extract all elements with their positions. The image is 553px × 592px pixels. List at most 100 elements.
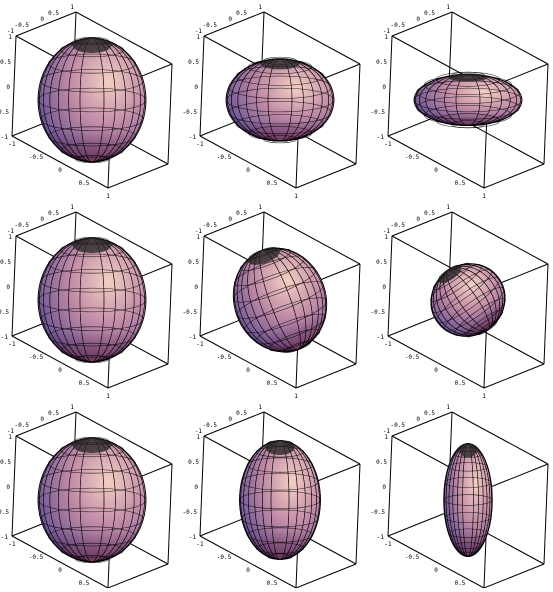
z-tick-label: 1 — [8, 234, 12, 241]
box-edge — [483, 363, 545, 389]
box-edge — [167, 463, 173, 565]
box-edge — [483, 163, 545, 189]
x-tick-label: -1 — [196, 341, 204, 348]
x-tick-label: -0.5 — [29, 154, 44, 161]
x-tick-label: 0 — [246, 567, 250, 574]
box-edge — [387, 511, 449, 537]
y-tick-label: -0.5 — [391, 422, 406, 429]
z-tick-label: 0 — [194, 84, 198, 91]
z-tick-label: -0.5 — [183, 509, 198, 516]
z-tick-label: 0.5 — [188, 459, 199, 466]
box-edge — [11, 135, 109, 189]
x-tick-label: 1 — [482, 393, 486, 400]
y-tick-label: -1 — [7, 28, 15, 35]
z-tick-label: -1 — [377, 534, 385, 541]
x-tick-label: 0.5 — [79, 180, 90, 187]
box-edge — [203, 11, 265, 37]
z-tick-label: -0.5 — [183, 309, 198, 316]
y-tick-label: 0 — [416, 216, 420, 223]
y-tick-label: -0.5 — [15, 222, 30, 229]
box-edge — [387, 335, 485, 389]
box-edge — [15, 411, 77, 437]
x-tick-label: -0.5 — [217, 554, 232, 561]
x-tick-label: -0.5 — [405, 354, 420, 361]
box-edge — [487, 463, 549, 489]
y-tick-label: -0.5 — [203, 22, 218, 29]
z-tick-label: 0.5 — [0, 59, 11, 66]
z-tick-label: -0.5 — [0, 309, 9, 316]
z-tick-label: 0 — [382, 84, 386, 91]
z-tick-label: -0.5 — [183, 109, 198, 116]
z-tick-label: -1 — [189, 134, 197, 141]
panel-r1-c2: 10.50-0.5-1-1-0.500.51-1-0.500.51 — [183, 4, 361, 200]
z-tick-label: -1 — [1, 334, 9, 341]
box-edge — [15, 11, 77, 37]
y-tick-label: -0.5 — [203, 422, 218, 429]
ellipsoid-shadow — [38, 438, 146, 562]
ellipsoid-surface — [239, 440, 321, 560]
y-tick-label: 0.5 — [424, 210, 435, 217]
y-tick-label: 0.5 — [236, 10, 247, 17]
y-tick-label: -1 — [383, 228, 391, 235]
box-edge — [387, 135, 485, 189]
z-tick-label: 0 — [6, 484, 10, 491]
pole-cap — [265, 440, 295, 455]
x-tick-label: 1 — [482, 193, 486, 200]
panel-r3-c1: 10.50-0.5-1-1-0.500.51-1-0.500.51 — [0, 404, 173, 589]
pole-cap — [72, 237, 112, 253]
pole-cap — [72, 437, 112, 453]
box-edge — [11, 535, 109, 589]
x-tick-label: 0.5 — [455, 180, 466, 187]
x-tick-label: 0.5 — [455, 580, 466, 587]
box-edge — [199, 335, 297, 389]
box-edge — [75, 11, 173, 65]
ellipsoid-surface — [37, 237, 147, 363]
z-tick-label: 0.5 — [376, 259, 387, 266]
x-tick-label: 1 — [294, 193, 298, 200]
box-edge — [391, 211, 453, 237]
z-tick-label: -0.5 — [371, 509, 386, 516]
x-tick-label: 0 — [58, 367, 62, 374]
z-tick-label: 0.5 — [0, 259, 11, 266]
box-edge — [11, 235, 17, 337]
y-tick-label: 0.5 — [424, 10, 435, 17]
z-tick-label: 0.5 — [188, 259, 199, 266]
ellipsoid-surface — [232, 246, 328, 354]
x-tick-label: -1 — [8, 141, 16, 148]
z-tick-label: 1 — [196, 234, 200, 241]
y-tick-label: 0 — [228, 216, 232, 223]
box-edge — [387, 235, 393, 337]
box-edge — [355, 263, 361, 365]
z-tick-label: -1 — [1, 134, 9, 141]
pole-cap — [459, 443, 477, 458]
y-tick-label: 0 — [228, 16, 232, 23]
y-tick-label: -1 — [7, 228, 15, 235]
x-tick-label: -1 — [196, 541, 204, 548]
z-tick-label: -1 — [189, 334, 197, 341]
box-edge — [11, 35, 17, 137]
ellipsoid-shadow — [430, 263, 506, 337]
x-tick-label: -0.5 — [405, 554, 420, 561]
x-tick-label: -1 — [8, 541, 16, 548]
z-tick-label: -0.5 — [0, 109, 9, 116]
y-tick-label: 0 — [416, 16, 420, 23]
x-tick-label: 0 — [58, 567, 62, 574]
ellipsoid-shadow — [233, 248, 327, 352]
panel-r3-c3: 10.50-0.5-1-1-0.500.51-1-0.500.51 — [371, 404, 549, 589]
box-edge — [355, 63, 361, 165]
y-tick-label: -1 — [383, 428, 391, 435]
box-edge — [167, 263, 173, 365]
z-tick-label: -1 — [1, 534, 9, 541]
box-edge — [75, 411, 173, 465]
box-edge — [107, 363, 169, 389]
box-edge — [107, 563, 169, 589]
y-tick-label: 0.5 — [236, 210, 247, 217]
x-tick-label: 0 — [434, 167, 438, 174]
y-tick-label: 1 — [446, 4, 450, 11]
z-tick-label: 1 — [196, 434, 200, 441]
box-edge — [199, 135, 297, 189]
ellipsoid-surface — [413, 71, 523, 129]
box-edge — [199, 235, 205, 337]
box-edge — [543, 63, 549, 165]
y-tick-label: -0.5 — [203, 222, 218, 229]
